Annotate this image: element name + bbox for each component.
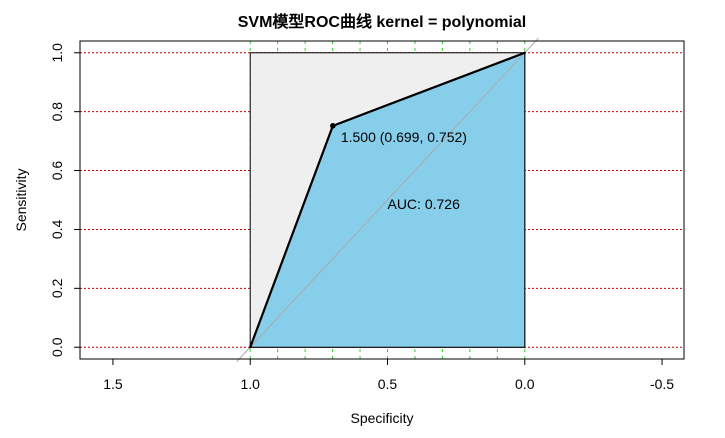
roc-point: [249, 346, 252, 349]
best-threshold-point: [330, 123, 336, 129]
auc-label: AUC: 0.726: [387, 196, 460, 212]
best-threshold-label: 1.500 (0.699, 0.752): [341, 129, 467, 145]
curve-layer: [236, 37, 539, 363]
x-axis: 1.5 1.0 0.5 0.0 -0.5: [103, 358, 674, 392]
y-tick-label: 0.8: [49, 102, 65, 122]
x-tick-label: -0.5: [650, 376, 674, 392]
y-tick-label: 0.0: [49, 337, 65, 357]
chance-diagonal: [236, 37, 539, 363]
y-tick-label: 1.0: [49, 43, 65, 63]
x-axis-title: Specificity: [350, 410, 413, 426]
x-tick-label: 1.5: [103, 376, 123, 392]
y-tick-label: 0.4: [49, 220, 65, 240]
x-tick-label: 0.5: [378, 376, 398, 392]
y-tick-label: 0.2: [49, 278, 65, 298]
roc-point: [523, 51, 526, 54]
y-axis: 0.0 0.2 0.4 0.6 0.8 1.0: [49, 43, 81, 357]
chart-title: SVM模型ROC曲线 kernel = polynomial: [238, 12, 527, 31]
y-tick-label: 0.6: [49, 161, 65, 181]
x-tick-label: 1.0: [240, 376, 260, 392]
x-tick-label: 0.0: [515, 376, 535, 392]
y-axis-title: Sensitivity: [13, 168, 29, 231]
